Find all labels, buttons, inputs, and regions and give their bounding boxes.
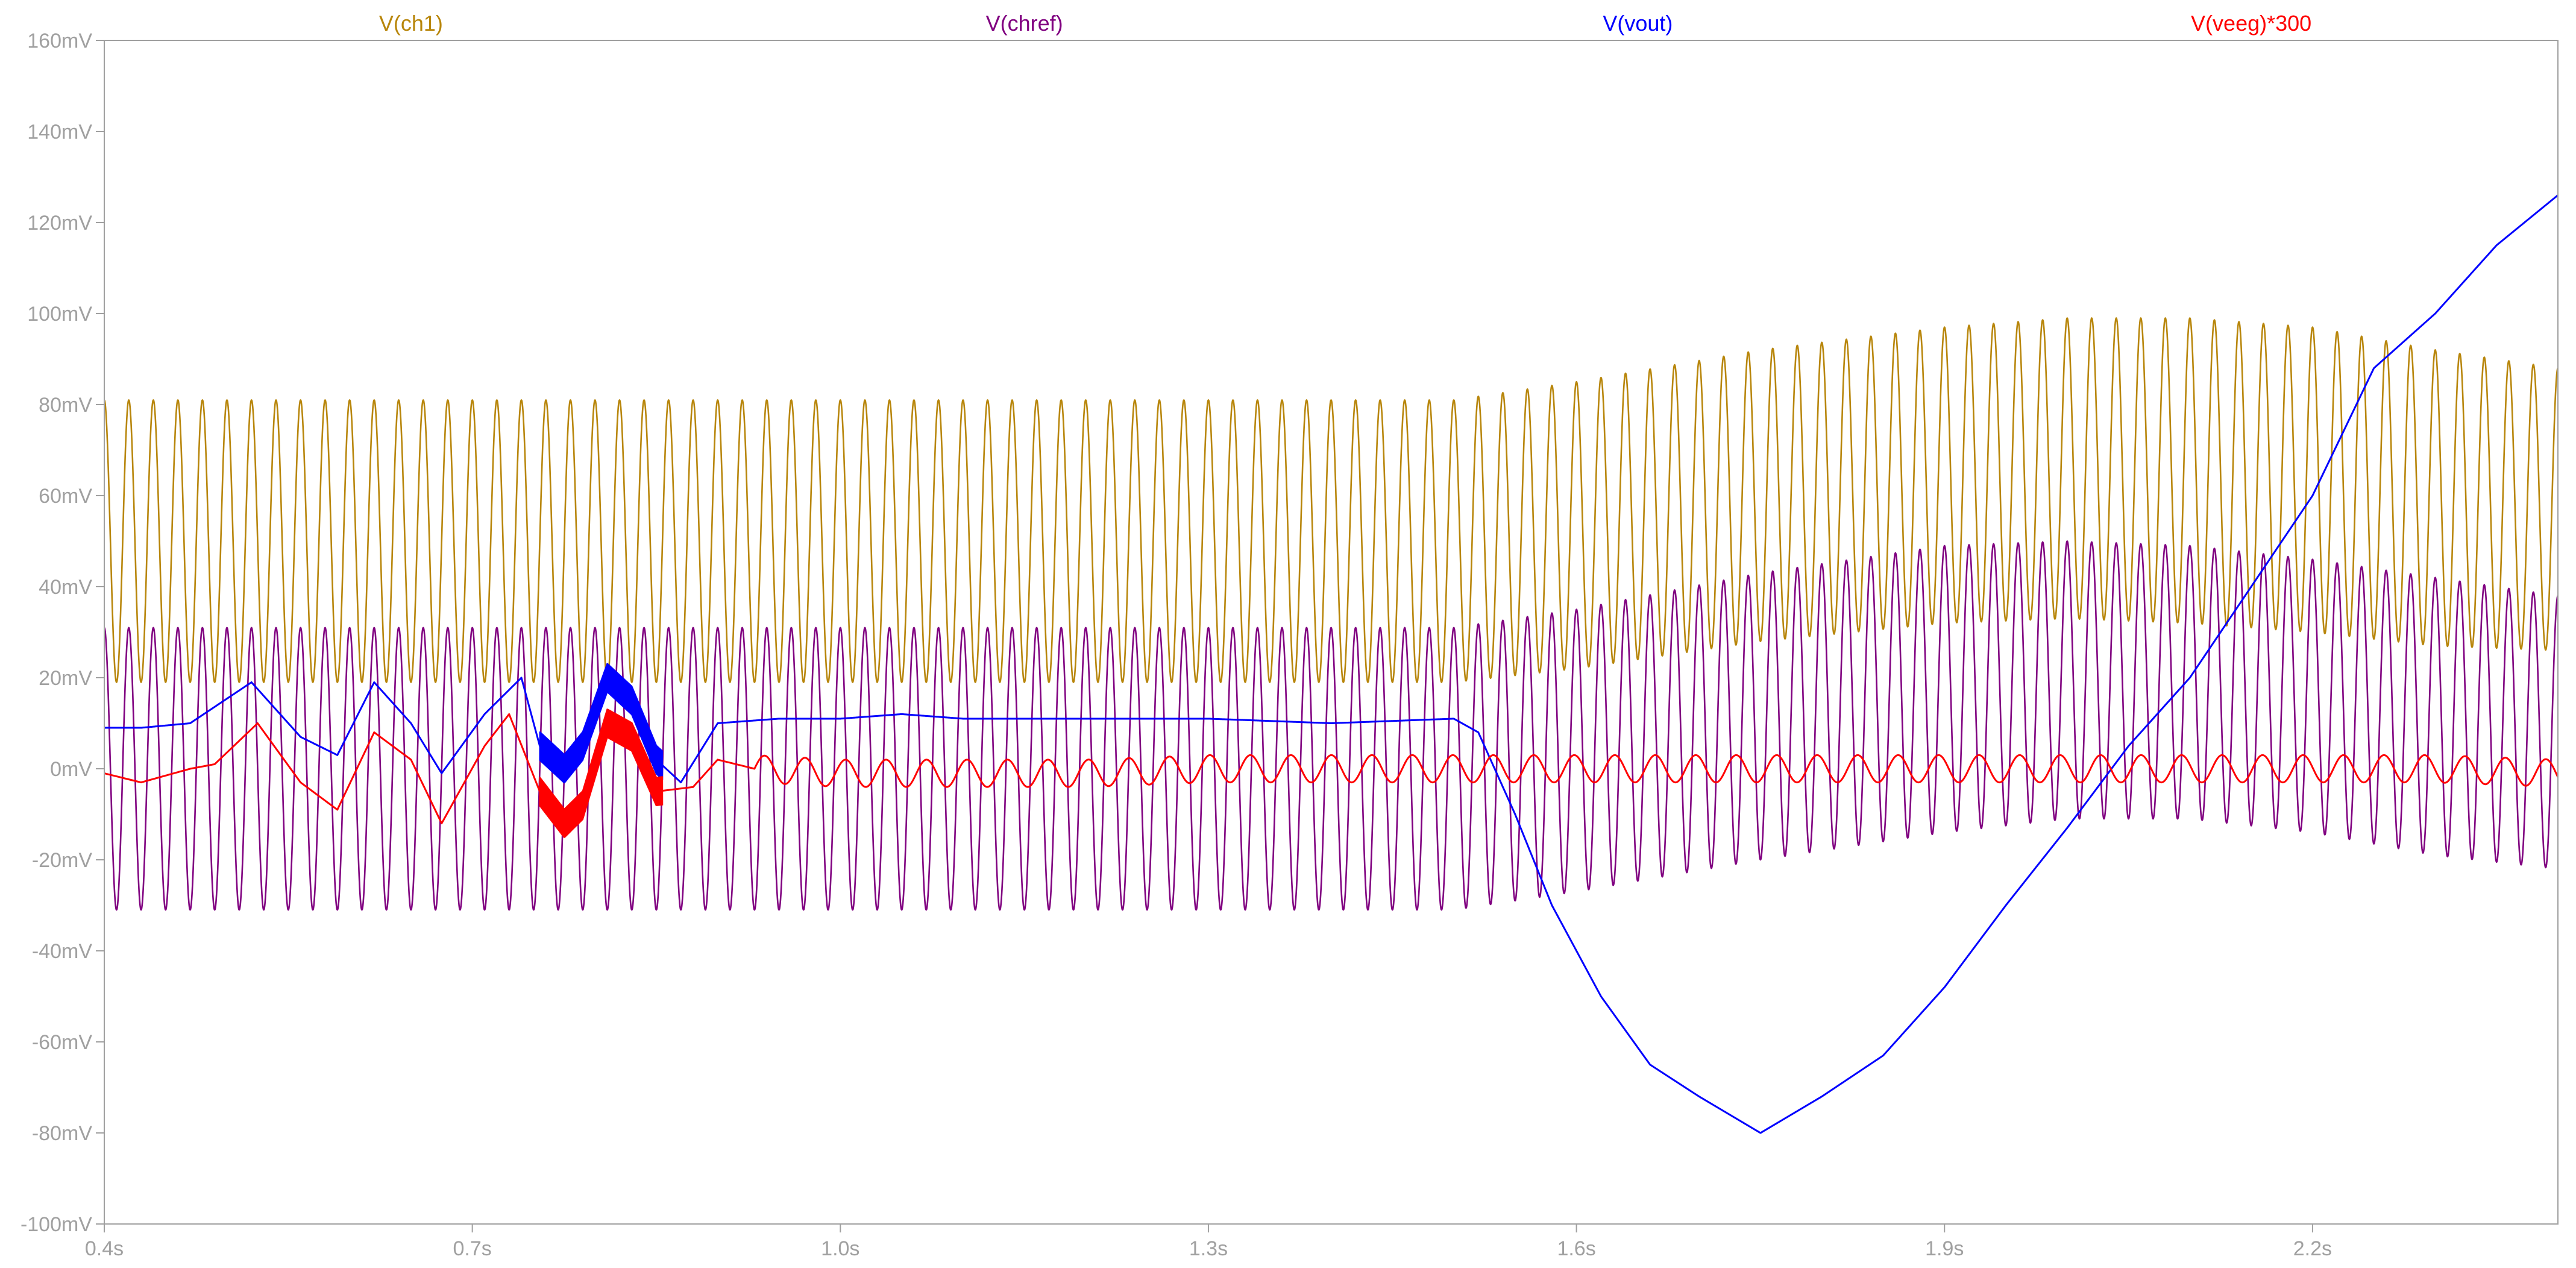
x-tick-label: 1.0s [821,1237,859,1260]
x-tick-label: 1.9s [1925,1237,1964,1260]
y-tick-label: 60mV [39,485,92,508]
y-tick-label: 100mV [27,303,92,326]
x-tick-label: 1.3s [1189,1237,1228,1260]
series-line-2 [104,194,2558,1134]
y-tick-label: 0mV [50,758,92,781]
legend-label-0: V(ch1) [379,11,443,36]
y-tick-label: -20mV [32,849,92,872]
legend-label-1: V(chref) [986,11,1063,36]
traces-layer [104,194,2558,1134]
legend: V(ch1) V(chref) V(vout) V(veeg)*300 [379,11,2311,36]
y-tick-label: 20mV [39,667,92,690]
x-tick-label: 2.2s [2293,1237,2332,1260]
ticks-layer: 0.4s 0.7s 1.0s 1.3s 1.6s 1.9s 2.2s 160mV 140mV 12… [20,30,2332,1260]
series-noise-band-2 [539,663,664,784]
legend-label-2: V(vout) [1603,11,1673,36]
x-tick-label: 1.6s [1557,1237,1595,1260]
y-tick-label: 140mV [27,121,92,144]
x-tick-label: 0.4s [85,1237,124,1260]
series-noise-band-3 [539,708,664,838]
y-tick-label: -100mV [20,1213,92,1236]
y-tick-label: 40mV [39,576,92,599]
legend-label-3: V(veeg)*300 [2191,11,2311,36]
y-tick-label: 120mV [27,212,92,235]
series-line-1 [104,540,2558,911]
y-tick-label: -80mV [32,1122,92,1145]
y-tick-label: -40mV [32,940,92,963]
y-tick-label: -60mV [32,1031,92,1054]
series-line-3 [104,713,2558,825]
series-line-0 [104,317,2558,683]
plot-frame [104,40,2559,1225]
y-tick-label: 80mV [39,394,92,417]
x-tick-label: 0.7s [453,1237,492,1260]
y-tick-label: 160mV [27,30,92,52]
